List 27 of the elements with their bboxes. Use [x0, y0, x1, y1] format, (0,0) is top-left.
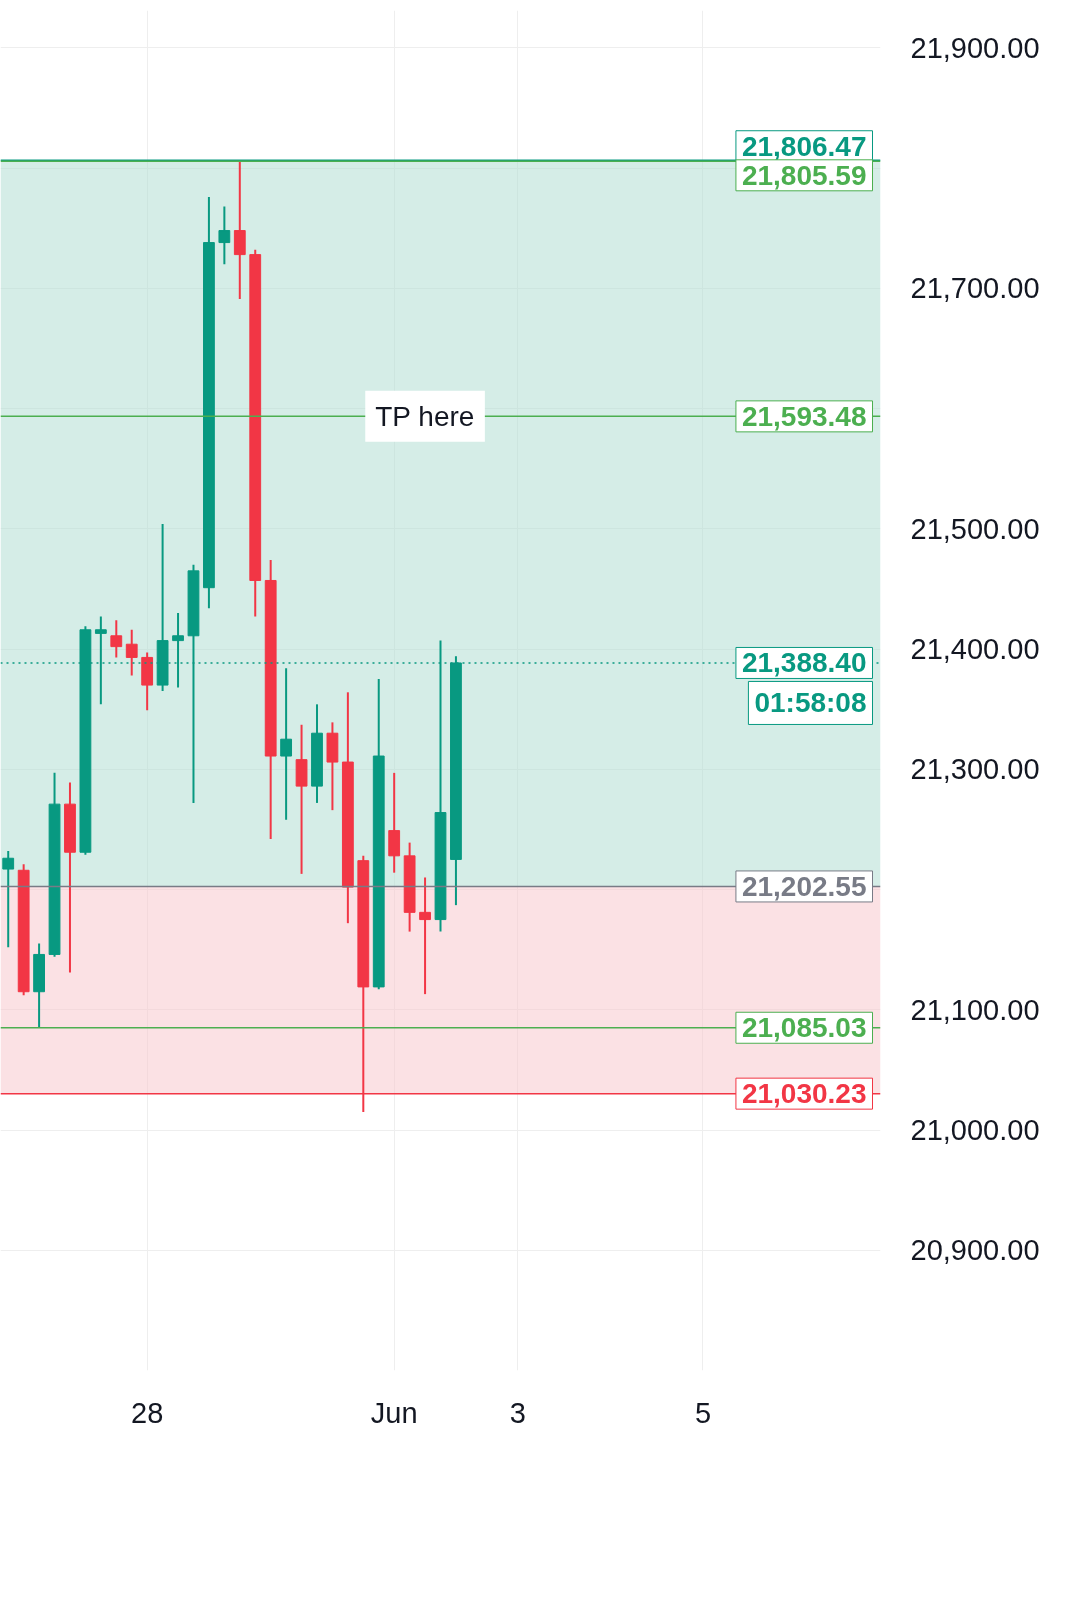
annotation: TP here: [375, 400, 475, 432]
candlestick: [125, 628, 138, 677]
candlestick: [110, 619, 123, 659]
annotation: 01:58:08: [754, 687, 867, 719]
y-tick-label: 21,000.00: [910, 1114, 1040, 1146]
candlestick: [280, 667, 293, 821]
y-tick-label: 21,300.00: [910, 753, 1040, 786]
x-tick-label: 5: [694, 1396, 712, 1429]
y-tick-label: 21,100.00: [910, 993, 1040, 1026]
x-tick-label: 28: [131, 1396, 164, 1429]
y-tick-label: 21,900.00: [910, 31, 1040, 64]
ref-line-label: 21,030.23: [741, 1078, 867, 1110]
ref-line-label: 21,593.48: [741, 400, 867, 432]
ref-line-label: 21,202.55: [741, 870, 867, 902]
x-tick-label: 3: [509, 1396, 526, 1429]
y-tick-label: 20,900.00: [910, 1234, 1040, 1267]
ref-line-label: 21,806.47: [741, 130, 867, 162]
ref-line-label: 21,805.59: [741, 159, 867, 191]
candlestick: [218, 205, 231, 266]
y-tick-label: 21,700.00: [910, 272, 1040, 305]
candlestick: [419, 876, 431, 996]
ref-line-label: 21,388.40: [741, 647, 867, 679]
ref-line-label: 21,085.03: [741, 1012, 867, 1044]
y-tick-label: 21,400.00: [910, 633, 1040, 666]
candlestick: [2, 850, 15, 949]
x-tick-label: Jun: [370, 1396, 418, 1429]
y-tick-label: 21,500.00: [910, 512, 1040, 545]
